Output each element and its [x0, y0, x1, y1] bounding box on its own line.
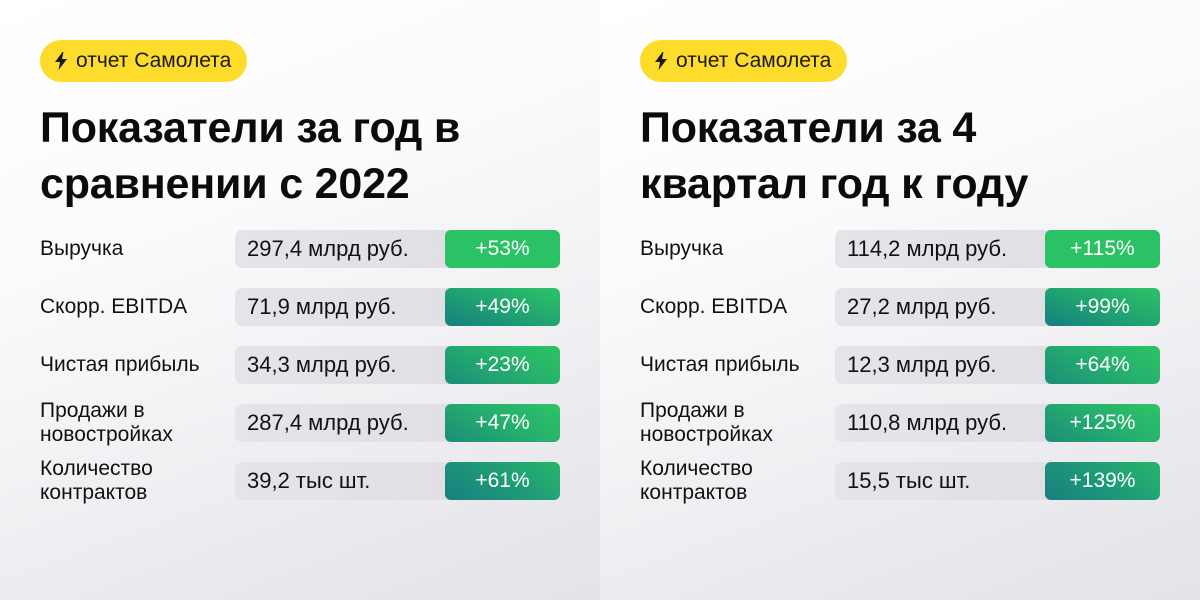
title-line-2: сравнении с 2022: [40, 160, 410, 208]
metric-label-line-1: Продажи в: [40, 399, 145, 422]
title-line-1: Показатели за 4: [640, 104, 977, 152]
metric-value: 27,2 млрд руб. +99%: [835, 288, 1160, 326]
title-line-1: Показатели за год в: [40, 104, 461, 152]
metric-row-contracts: Количество контрактов 15,5 тыс шт. +139%: [640, 457, 1160, 504]
metric-label-line-1: Количество: [40, 457, 153, 480]
metric-row-net-profit: Чистая прибыль 34,3 млрд руб. +23%: [40, 346, 560, 384]
metric-label: Продажи в новостройках: [640, 399, 835, 447]
metric-row-revenue: Выручка 114,2 млрд руб. +115%: [640, 230, 1160, 268]
change-badge: +61%: [445, 462, 560, 500]
metric-label-line-2: новостройках: [640, 423, 773, 446]
metric-row-new-build-sales: Продажи в новостройках 110,8 млрд руб. +…: [640, 399, 1160, 446]
report-tag-label: отчет Самолета: [676, 49, 832, 72]
metric-value: 71,9 млрд руб. +49%: [235, 288, 560, 326]
metric-label-line-2: контрактов: [640, 481, 748, 504]
metric-value-text: 39,2 тыс шт.: [247, 468, 371, 493]
metric-row-contracts: Количество контрактов 39,2 тыс шт. +61%: [40, 457, 560, 504]
change-badge: +23%: [445, 346, 560, 384]
metric-label: Выручка: [40, 237, 124, 260]
metric-value-text: 27,2 млрд руб.: [847, 294, 997, 319]
metric-label-line-1: Продажи в: [640, 399, 745, 422]
metric-value: 110,8 млрд руб. +125%: [835, 404, 1160, 442]
metric-label: Количество контрактов: [640, 457, 835, 505]
metric-value-text: 34,3 млрд руб.: [247, 352, 397, 377]
metric-label: Количество контрактов: [40, 457, 235, 505]
metric-row-new-build-sales: Продажи в новостройках 287,4 млрд руб. +…: [40, 399, 560, 446]
metric-label: Продажи в новостройках: [40, 399, 235, 447]
change-badge: +99%: [1045, 288, 1160, 326]
metric-value: 114,2 млрд руб. +115%: [835, 230, 1160, 268]
metric-value: 34,3 млрд руб. +23%: [235, 346, 560, 384]
metric-row-ebitda: Скорр. EBITDA 71,9 млрд руб. +49%: [40, 288, 560, 326]
metric-value-text: 114,2 млрд руб.: [847, 236, 1008, 261]
lightning-icon: [54, 52, 68, 70]
metric-row-revenue: Выручка 297,4 млрд руб. +53%: [40, 230, 560, 268]
panel-title: Показатели за год в сравнении с 2022: [40, 100, 580, 212]
metric-value-text: 15,5 тыс шт.: [847, 468, 971, 493]
metric-value: 12,3 млрд руб. +64%: [835, 346, 1160, 384]
title-line-2: квартал год к году: [640, 160, 1029, 208]
panel-q4: отчет Самолета Показатели за 4 квартал г…: [600, 0, 1200, 600]
metric-row-ebitda: Скорр. EBITDA 27,2 млрд руб. +99%: [640, 288, 1160, 326]
metric-value-text: 12,3 млрд руб.: [847, 352, 997, 377]
metric-label: Выручка: [640, 237, 724, 260]
metric-label: Скорр. EBITDA: [40, 295, 188, 318]
panel-title: Показатели за 4 квартал год к году: [640, 100, 1180, 212]
metric-value-text: 71,9 млрд руб.: [247, 294, 397, 319]
metric-value: 297,4 млрд руб. +53%: [235, 230, 560, 268]
metric-label-line-2: новостройках: [40, 423, 173, 446]
metric-value-text: 110,8 млрд руб.: [847, 410, 1008, 435]
report-tag: отчет Самолета: [640, 40, 848, 82]
metric-label-line-2: контрактов: [40, 481, 148, 504]
change-badge: +125%: [1045, 404, 1160, 442]
report-tag-label: отчет Самолета: [76, 49, 232, 72]
change-badge: +139%: [1045, 462, 1160, 500]
metric-value: 287,4 млрд руб. +47%: [235, 404, 560, 442]
metric-label: Скорр. EBITDA: [640, 295, 788, 318]
panel-annual: отчет Самолета Показатели за год в сравн…: [0, 0, 600, 600]
metric-label: Чистая прибыль: [640, 353, 800, 376]
metric-value-text: 287,4 млрд руб.: [247, 410, 409, 435]
report-tag: отчет Самолета: [40, 40, 248, 82]
change-badge: +53%: [445, 230, 560, 268]
metric-value: 39,2 тыс шт. +61%: [235, 462, 560, 500]
metric-row-net-profit: Чистая прибыль 12,3 млрд руб. +64%: [640, 346, 1160, 384]
change-badge: +115%: [1045, 230, 1160, 268]
metrics-list: Выручка 114,2 млрд руб. +115% Скорр. EBI…: [640, 230, 1160, 520]
metric-value: 15,5 тыс шт. +139%: [835, 462, 1160, 500]
lightning-icon: [654, 52, 668, 70]
change-badge: +64%: [1045, 346, 1160, 384]
change-badge: +49%: [445, 288, 560, 326]
metric-label: Чистая прибыль: [40, 353, 200, 376]
metrics-list: Выручка 297,4 млрд руб. +53% Скорр. EBIT…: [40, 230, 560, 520]
metric-label-line-1: Количество: [640, 457, 753, 480]
change-badge: +47%: [445, 404, 560, 442]
metric-value-text: 297,4 млрд руб.: [247, 236, 409, 261]
